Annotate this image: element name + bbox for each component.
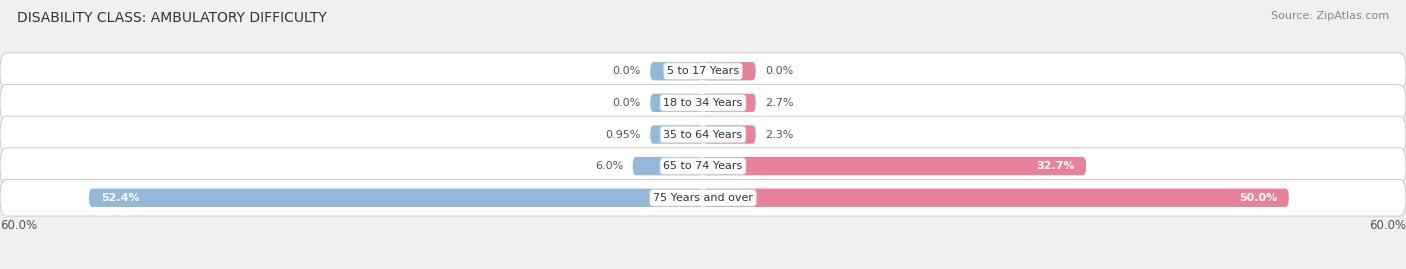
FancyBboxPatch shape — [703, 94, 756, 112]
FancyBboxPatch shape — [703, 62, 756, 80]
Text: Source: ZipAtlas.com: Source: ZipAtlas.com — [1271, 11, 1389, 21]
Text: 60.0%: 60.0% — [1369, 219, 1406, 232]
Text: 32.7%: 32.7% — [1036, 161, 1074, 171]
FancyBboxPatch shape — [0, 179, 1406, 216]
Text: 75 Years and over: 75 Years and over — [652, 193, 754, 203]
Text: 0.0%: 0.0% — [765, 66, 793, 76]
Text: 0.0%: 0.0% — [613, 66, 641, 76]
Text: 0.95%: 0.95% — [606, 129, 641, 140]
Text: 52.4%: 52.4% — [101, 193, 139, 203]
FancyBboxPatch shape — [0, 53, 1406, 90]
FancyBboxPatch shape — [650, 62, 703, 80]
Text: 6.0%: 6.0% — [595, 161, 623, 171]
Text: 60.0%: 60.0% — [0, 219, 37, 232]
Text: 0.0%: 0.0% — [613, 98, 641, 108]
FancyBboxPatch shape — [650, 94, 703, 112]
FancyBboxPatch shape — [0, 116, 1406, 153]
Text: 50.0%: 50.0% — [1239, 193, 1277, 203]
FancyBboxPatch shape — [89, 189, 703, 207]
Text: 35 to 64 Years: 35 to 64 Years — [664, 129, 742, 140]
Text: 5 to 17 Years: 5 to 17 Years — [666, 66, 740, 76]
FancyBboxPatch shape — [650, 125, 703, 144]
Text: 2.7%: 2.7% — [765, 98, 793, 108]
Text: DISABILITY CLASS: AMBULATORY DIFFICULTY: DISABILITY CLASS: AMBULATORY DIFFICULTY — [17, 11, 326, 25]
FancyBboxPatch shape — [703, 157, 1087, 175]
FancyBboxPatch shape — [0, 84, 1406, 121]
Text: 65 to 74 Years: 65 to 74 Years — [664, 161, 742, 171]
FancyBboxPatch shape — [633, 157, 703, 175]
Text: 2.3%: 2.3% — [765, 129, 793, 140]
FancyBboxPatch shape — [703, 125, 756, 144]
FancyBboxPatch shape — [703, 189, 1289, 207]
Legend: Male, Female: Male, Female — [647, 264, 759, 269]
FancyBboxPatch shape — [0, 148, 1406, 185]
Text: 18 to 34 Years: 18 to 34 Years — [664, 98, 742, 108]
